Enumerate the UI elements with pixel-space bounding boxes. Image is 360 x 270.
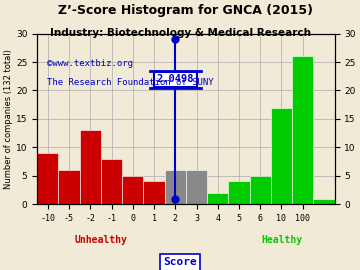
Bar [186,170,207,204]
Text: ©www.textbiz.org: ©www.textbiz.org [47,59,133,68]
Text: Unhealthy: Unhealthy [75,235,127,245]
Text: Healthy: Healthy [261,235,302,245]
Text: Industry: Biotechnology & Medical Research: Industry: Biotechnology & Medical Resear… [50,28,310,38]
Bar [207,193,228,204]
Bar [292,56,313,204]
Text: 2.0498: 2.0498 [157,74,194,84]
Bar [37,153,58,204]
Y-axis label: Number of companies (132 total): Number of companies (132 total) [4,49,13,189]
Bar [101,159,122,204]
Bar [249,176,271,204]
Bar [165,170,186,204]
Bar [228,181,249,204]
Text: The Research Foundation of SUNY: The Research Foundation of SUNY [47,78,213,87]
Text: Score: Score [163,257,197,267]
Bar [58,170,80,204]
Bar [143,181,165,204]
Bar [313,198,334,204]
Bar [80,130,101,204]
Title: Z’-Score Histogram for GNCA (2015): Z’-Score Histogram for GNCA (2015) [58,4,314,17]
Bar [122,176,143,204]
Bar [271,107,292,204]
